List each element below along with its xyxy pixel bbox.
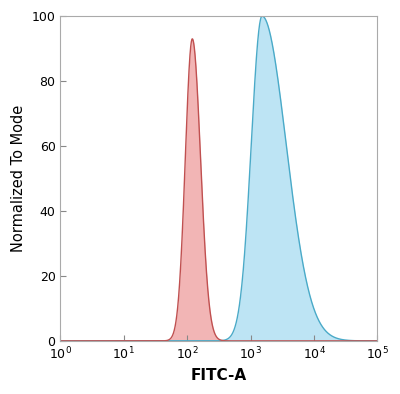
X-axis label: FITC-A: FITC-A — [191, 368, 247, 383]
Y-axis label: Normalized To Mode: Normalized To Mode — [11, 105, 26, 252]
